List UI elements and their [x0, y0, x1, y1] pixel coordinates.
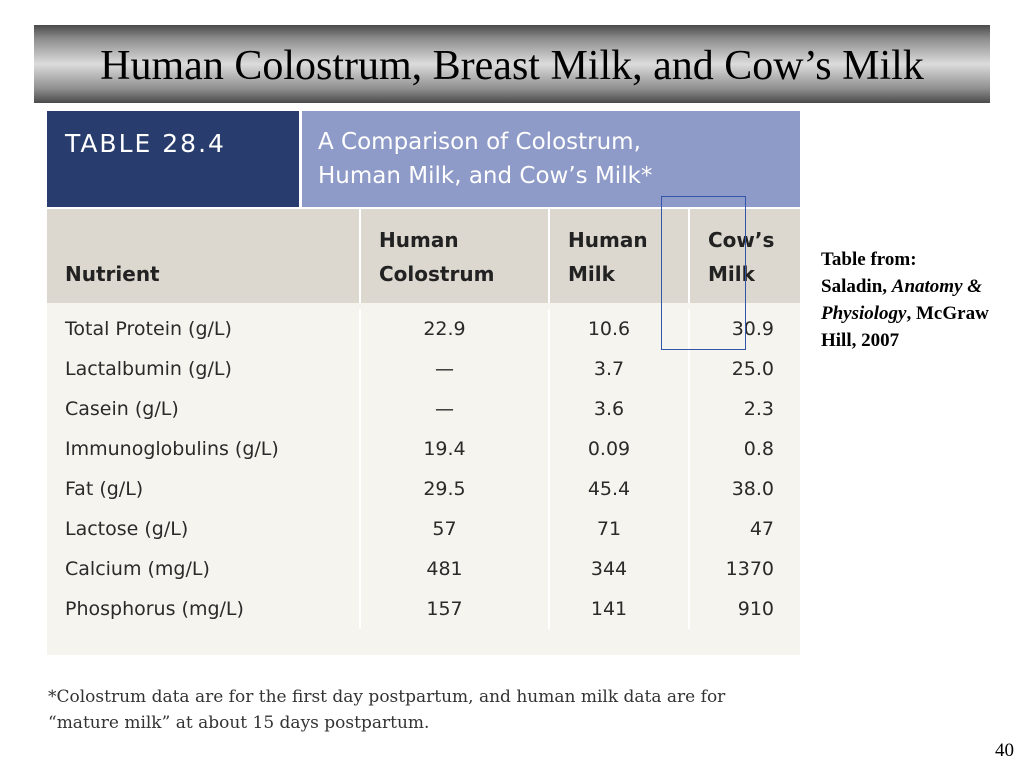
source-book-title: Anatomy & Physiology: [821, 276, 983, 324]
nutrient-cell: Calcium (mg/L): [47, 549, 361, 589]
caption-line-1: A Comparison of Colostrum,: [318, 129, 641, 155]
nutrient-cell: Lactalbumin (g/L): [47, 349, 361, 389]
human-milk-cell: 0.09: [550, 429, 690, 469]
column-header-colostrum: Human Colostrum: [361, 209, 550, 303]
human-milk-cell: 3.6: [550, 389, 690, 429]
table-row: Immunoglobulins (g/L) 19.4 0.09 0.8: [47, 429, 800, 469]
table-row: Total Protein (g/L) 22.9 10.6 30.9: [47, 309, 800, 349]
human-milk-cell: 45.4: [550, 469, 690, 509]
source-publisher: , McGraw Hill, 2007: [821, 303, 989, 351]
human-milk-cell: 71: [550, 509, 690, 549]
colostrum-cell: 22.9: [361, 309, 550, 349]
title-bar: Human Colostrum, Breast Milk, and Cow’s …: [34, 25, 990, 103]
caption-line-2: Human Milk, and Cow’s Milk*: [318, 163, 653, 189]
cows-milk-cell: 30.9: [731, 318, 774, 340]
table-row: Phosphorus (mg/L) 157 141 910: [47, 589, 800, 629]
colostrum-cell: —: [361, 349, 550, 389]
human-milk-cell: 3.7: [550, 349, 690, 389]
table-row: Casein (g/L) — 3.6 2.3: [47, 389, 800, 429]
colostrum-cell: 19.4: [361, 429, 550, 469]
table-body: Total Protein (g/L) 22.9 10.6 30.9 Lacta…: [47, 303, 800, 655]
colostrum-cell: 57: [361, 509, 550, 549]
source-citation: Table from: Saladin, Anatomy & Physiolog…: [821, 246, 1021, 354]
nutrient-cell: Fat (g/L): [47, 469, 361, 509]
table-row: Fat (g/L) 29.5 45.4 38.0: [47, 469, 800, 509]
footnote-line-2: “mature milk” at about 15 days postpartu…: [48, 713, 430, 733]
nutrient-cell: Immunoglobulins (g/L): [47, 429, 361, 469]
cows-milk-cell: 0.8: [743, 438, 774, 460]
cows-milk-cell: 25.0: [731, 358, 774, 380]
table-footnote: *Colostrum data are for the first day po…: [48, 684, 808, 736]
cows-milk-cell: 910: [737, 598, 774, 620]
page-number: 40: [995, 740, 1014, 761]
human-milk-cell: 344: [550, 549, 690, 589]
cows-milk-cell: 2.3: [743, 398, 774, 420]
table-header: TABLE 28.4 A Comparison of Colostrum, Hu…: [47, 111, 800, 207]
colostrum-cell: —: [361, 389, 550, 429]
nutrient-cell: Casein (g/L): [47, 389, 361, 429]
nutrient-cell: Phosphorus (mg/L): [47, 589, 361, 629]
table-row: Lactalbumin (g/L) — 3.7 25.0: [47, 349, 800, 389]
slide-title: Human Colostrum, Breast Milk, and Cow’s …: [100, 43, 924, 89]
table-row: Calcium (mg/L) 481 344 1370: [47, 549, 800, 589]
source-reference: Saladin, Anatomy & Physiology, McGraw Hi…: [821, 273, 1021, 354]
cows-milk-cell: 47: [749, 518, 774, 540]
colostrum-cell: 481: [361, 549, 550, 589]
column-header-nutrient: Nutrient: [47, 209, 361, 303]
footnote-line-1: *Colostrum data are for the first day po…: [48, 687, 726, 707]
cows-milk-cell: 1370: [725, 558, 774, 580]
source-author: Saladin,: [821, 276, 888, 297]
column-header-human-milk: Human Milk: [550, 209, 690, 303]
comparison-table: TABLE 28.4 A Comparison of Colostrum, Hu…: [47, 111, 800, 655]
column-header-row: Nutrient Human Colostrum Human Milk Cow’…: [47, 209, 800, 303]
human-milk-cell: 10.6: [550, 309, 690, 349]
column-header-cows-milk: Cow’s Milk: [708, 228, 775, 286]
source-label: Table from:: [821, 249, 917, 270]
colostrum-cell: 29.5: [361, 469, 550, 509]
nutrient-cell: Lactose (g/L): [47, 509, 361, 549]
table-number: TABLE 28.4: [47, 111, 302, 207]
colostrum-cell: 157: [361, 589, 550, 629]
table-caption: A Comparison of Colostrum, Human Milk, a…: [302, 111, 800, 207]
nutrient-cell: Total Protein (g/L): [47, 309, 361, 349]
cows-milk-cell: 38.0: [731, 478, 774, 500]
human-milk-cell: 141: [550, 589, 690, 629]
table-row: Lactose (g/L) 57 71 47: [47, 509, 800, 549]
